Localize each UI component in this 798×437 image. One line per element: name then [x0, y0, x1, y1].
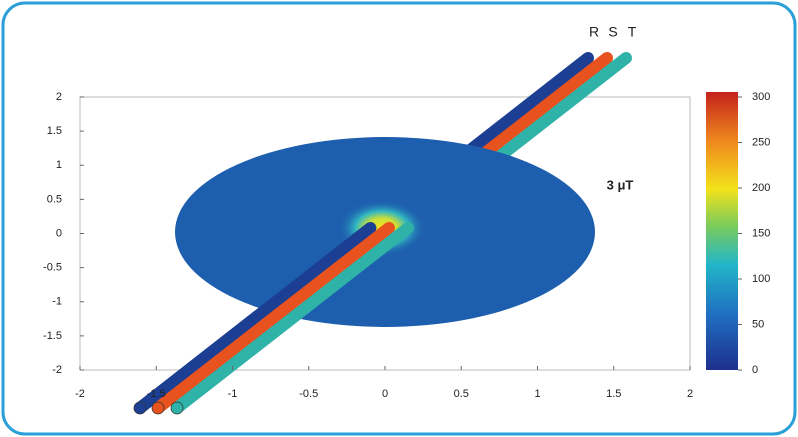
y-tick-label: 0 [56, 227, 62, 239]
x-tick-label: 1.5 [606, 388, 621, 400]
x-tick-label: 2 [687, 388, 693, 400]
conductor-label: S [608, 24, 617, 40]
y-tick-label: 2 [56, 91, 62, 103]
colorbar-tick-label: 200 [752, 182, 770, 194]
x-tick-label: 0 [382, 388, 388, 400]
colorbar-tick-label: 250 [752, 136, 770, 148]
x-tick-label: -0.5 [299, 388, 318, 400]
y-tick-label: 0.5 [47, 193, 62, 205]
y-tick-label: 1 [56, 159, 62, 171]
y-tick-label: -0.5 [43, 262, 62, 274]
y-tick-label: -1 [52, 296, 62, 308]
annotation: 3 μT [607, 177, 634, 192]
x-tick-label: 0.5 [454, 388, 469, 400]
y-tick-label: 1.5 [47, 125, 62, 137]
y-tick-label: -2 [52, 364, 62, 376]
figure: 3 μT -2 -1.5 -1 -0.5 0 0.5 1 1.5 2 -2 -1.5 -1 -0.5 0 0… [0, 0, 798, 437]
y-tick-label: -1.5 [43, 330, 62, 342]
x-tick-label: -1 [228, 388, 238, 400]
colorbar-tick-label: 100 [752, 273, 770, 285]
colorbar-tick-label: 150 [752, 227, 770, 239]
conductor-label: R [589, 24, 599, 40]
colorbar-tick-label: 300 [752, 91, 770, 103]
colorbar-tick-label: 50 [752, 318, 764, 330]
colorbar [706, 92, 738, 370]
x-tick-label: 1 [534, 388, 540, 400]
colorbar-tick-label: 0 [752, 364, 758, 376]
conductor-end [171, 402, 183, 414]
conductor-label: T [628, 24, 637, 40]
x-tick-label: -1.5 [147, 388, 166, 400]
conductor-end [134, 402, 146, 414]
conductor-end [152, 402, 164, 414]
x-tick-label: -2 [75, 388, 85, 400]
